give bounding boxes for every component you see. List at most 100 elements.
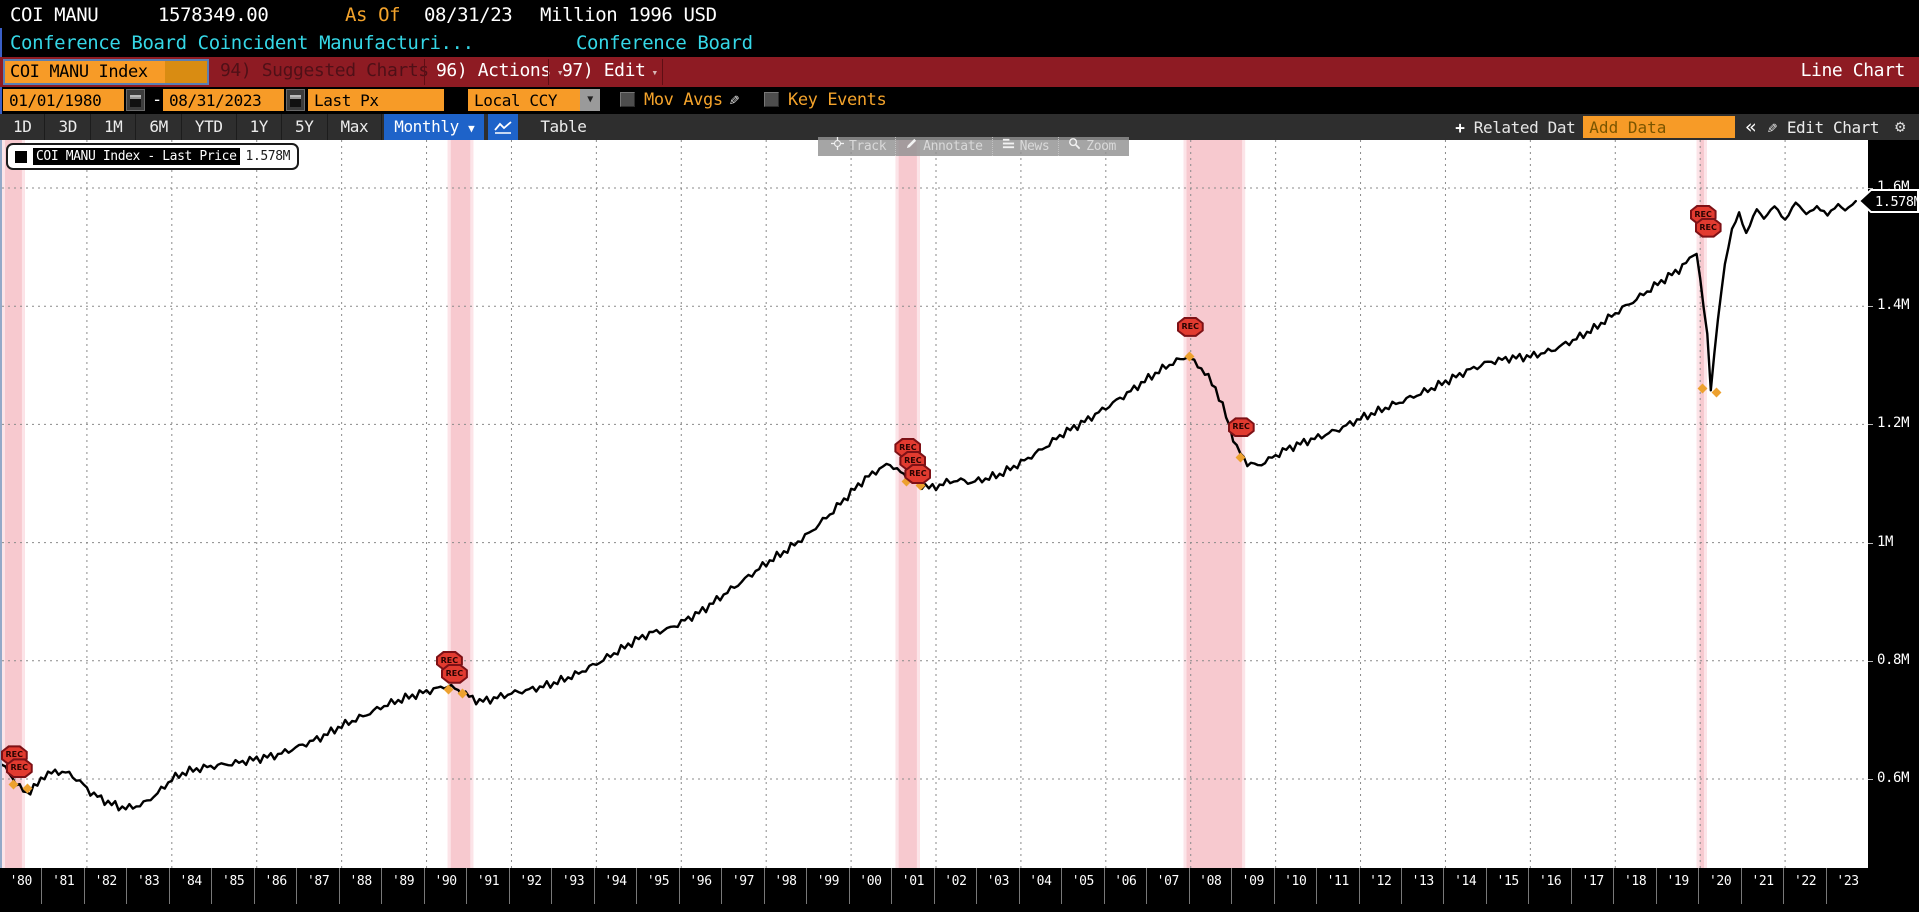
security-input[interactable]: COI MANU Index	[3, 59, 209, 85]
table-button[interactable]: Table	[540, 117, 587, 136]
end-date-field[interactable]: 08/31/2023	[163, 89, 284, 111]
as-of-date: 08/31/23	[424, 4, 513, 26]
chart-tool-track-button[interactable]: Track	[822, 137, 895, 156]
chart-tool-news-button[interactable]: News	[991, 137, 1059, 156]
recession-event-flag[interactable]: REC	[5, 758, 33, 779]
svg-text:1.578M: 1.578M	[1875, 194, 1919, 210]
x-tick-label: '87	[296, 868, 338, 904]
recession-flag-label: REC	[1178, 318, 1202, 335]
x-tick-label: '98	[763, 868, 806, 904]
recession-band-edge	[1183, 140, 1187, 868]
x-tick-label: '08	[1188, 868, 1231, 904]
period-tab-6m[interactable]: 6M	[136, 114, 182, 140]
recession-event-flag[interactable]: REC	[1694, 217, 1722, 238]
chart-tool-annotate-button[interactable]: Annotate	[895, 137, 991, 156]
related-data-button[interactable]: + Related Dat	[1455, 117, 1576, 137]
x-tick-label: '21	[1740, 868, 1783, 904]
recession-band-edge	[895, 140, 899, 868]
recession-flag-label: REC	[906, 466, 930, 483]
security-source[interactable]: Conference Board	[576, 32, 753, 54]
add-data-input[interactable]	[1583, 116, 1736, 138]
x-tick-label: '17	[1570, 868, 1613, 904]
currency-field[interactable]: Local CCY	[468, 89, 580, 111]
x-tick-label: '07	[1146, 868, 1188, 904]
period-tab-1y[interactable]: 1Y	[237, 114, 283, 140]
y-tick-mark	[1868, 188, 1873, 189]
x-tick-label: '18	[1613, 868, 1655, 904]
mov-avgs-checkbox[interactable]	[620, 92, 635, 107]
y-tick-mark	[1868, 660, 1873, 662]
security-header-row: COI MANU 1578349.00 As Of 08/31/23 Milli…	[0, 0, 1919, 30]
period-tab-max[interactable]: Max	[328, 114, 383, 140]
y-tick-label: 0.8M	[1877, 651, 1910, 668]
chart-tool-zoom-button[interactable]: Zoom	[1058, 137, 1125, 156]
period-tab-ytd[interactable]: YTD	[182, 114, 237, 140]
series-swatch	[15, 150, 27, 163]
x-tick-label: '85	[211, 868, 253, 904]
x-axis: '80'81'82'83'84'85'86'87'88'89'90'91'92 '…	[0, 868, 1868, 912]
x-tick-label: '91	[466, 868, 508, 904]
period-tabs: 1D 3D 1M 6M YTD 1Y 5Y Max	[0, 114, 383, 140]
x-tick-label: '11	[1316, 868, 1358, 904]
y-tick-mark	[1868, 306, 1873, 308]
x-tick-label: '03	[976, 868, 1018, 904]
recession-event-flag[interactable]: REC	[1176, 316, 1204, 337]
x-tick-label: '23	[1825, 868, 1868, 904]
x-tick-label: '96	[678, 868, 721, 904]
recession-band	[2, 140, 25, 868]
x-tick-label: '88	[338, 868, 381, 904]
gear-icon[interactable]: ⚙	[1895, 117, 1905, 137]
suggested-charts-button[interactable]: 94) Suggested Charts	[220, 60, 429, 81]
chart-plot-area[interactable]	[0, 140, 1870, 868]
ticker-name: COI MANU	[10, 4, 99, 26]
period-tab-3d[interactable]: 3D	[45, 114, 91, 140]
pencil-icon	[905, 137, 918, 156]
recession-band-edge	[2, 140, 5, 868]
chevron-down-icon: ▼	[468, 122, 475, 135]
mov-avgs-label: Mov Avgs	[644, 90, 723, 110]
recession-event-flag[interactable]: REC	[1227, 417, 1255, 438]
key-events-checkbox[interactable]	[764, 92, 779, 107]
recession-event-flag[interactable]: REC	[440, 663, 468, 684]
x-tick-label: '05	[1061, 868, 1103, 904]
frequency-dropdown[interactable]: Monthly ▼	[384, 114, 485, 140]
y-tick-label: 1.2M	[1877, 415, 1910, 432]
x-tick-label: '20	[1698, 868, 1740, 904]
y-tick-mark	[1868, 779, 1873, 780]
series-last-value: 1.578M	[245, 149, 291, 164]
start-date-field[interactable]: 01/01/1980	[3, 89, 124, 111]
recession-band-edge	[470, 140, 474, 868]
x-tick-label: '90	[423, 868, 466, 904]
x-tick-label: '89	[381, 868, 423, 904]
currency-dropdown-button[interactable]: ▼	[580, 89, 600, 111]
security-description[interactable]: Conference Board Coincident Manufacturi.…	[10, 32, 474, 54]
security-input-caret-zone	[165, 61, 207, 83]
period-tab-1d[interactable]: 1D	[0, 114, 46, 140]
line-chart-mode-button[interactable]	[488, 114, 519, 140]
x-tick-label: '00	[848, 868, 891, 904]
x-tick-label: '13	[1400, 868, 1443, 904]
plus-icon: +	[1455, 117, 1465, 137]
calendar-icon[interactable]	[126, 89, 145, 111]
actions-menu-button[interactable]: 96) Actions ▾	[436, 60, 564, 81]
edit-menu-button[interactable]: 97) Edit ▾	[562, 60, 658, 81]
chart-legend[interactable]: COI MANU Index - Last Price 1.578M	[6, 143, 300, 170]
x-tick-label: '94	[593, 868, 636, 904]
mov-avgs-pencil-icon[interactable]: ✎	[730, 90, 740, 109]
calendar-icon[interactable]	[286, 89, 305, 111]
x-tick-label: '14	[1443, 868, 1485, 904]
period-tab-5y[interactable]: 5Y	[282, 114, 328, 140]
collapse-chevrons-icon[interactable]: «	[1745, 116, 1757, 138]
recession-event-flag[interactable]: REC	[904, 464, 932, 485]
recession-band-edge	[447, 140, 451, 868]
as-of-label: As Of	[345, 4, 401, 26]
edit-chart-button[interactable]: ✎ Edit Chart	[1768, 117, 1880, 137]
period-tab-1m[interactable]: 1M	[91, 114, 137, 140]
price-line-chart	[2, 140, 1870, 868]
recession-band	[1183, 140, 1246, 868]
chevron-down-icon: ▾	[651, 66, 659, 79]
x-tick-label: '09	[1231, 868, 1273, 904]
price-type-field[interactable]: Last Px	[308, 89, 444, 111]
x-tick-label: '16	[1528, 868, 1570, 904]
